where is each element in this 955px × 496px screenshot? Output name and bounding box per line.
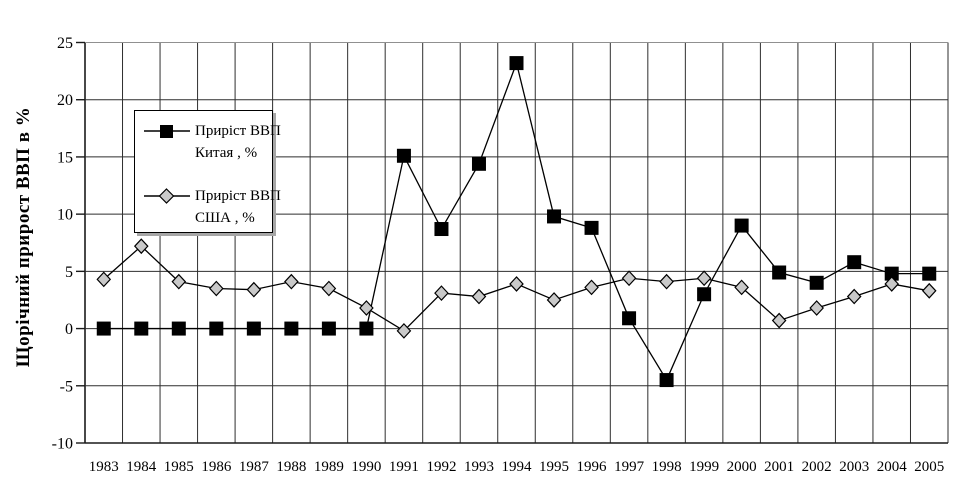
china-data-point [434,222,449,237]
x-tick-label: 1984 [126,459,157,475]
china-data-point [284,321,299,336]
usa-data-point [734,279,749,296]
x-tick-label: 2003 [839,459,869,475]
usa-data-point [209,280,224,297]
china-data-point [171,321,186,336]
y-tick-label: 20 [57,92,73,109]
x-tick-label: 1993 [464,459,494,475]
usa-series-marker-icon [144,188,190,204]
usa-data-point [546,292,562,308]
usa-data-point [846,288,862,305]
y-tick-label: 5 [65,264,73,281]
china-data-point [922,266,937,281]
usa-data-point [771,312,787,329]
x-tick-label: 2001 [764,459,794,475]
x-tick-label: 1985 [164,459,194,475]
y-tick-label: -5 [60,378,73,395]
china-data-point [772,265,787,280]
usa-data-point [171,273,187,290]
y-tick-label: 25 [57,35,73,52]
x-tick-label: 1990 [351,459,381,475]
y-tick-label: 0 [65,321,73,338]
x-tick-label: 2002 [802,459,832,475]
y-tick-label: 15 [57,149,73,166]
china-data-point [134,321,149,336]
china-data-point [584,220,599,235]
y-tick-label: 10 [57,207,73,224]
legend-label-usa-line2: США , % [195,210,255,226]
usa-data-point [921,282,937,299]
legend-label-china: Приріст ВВП Китая , % [195,120,281,164]
china-data-point [246,321,261,336]
china-data-point [396,148,411,163]
y-axis-title: Щорічний прирост ВВП в % [13,106,34,368]
china-data-point [547,209,562,224]
x-tick-label: 1999 [689,459,719,475]
usa-data-point [621,270,637,287]
china-data-point [359,321,374,336]
usa-data-point [246,281,262,298]
legend-label-china-line2: Китая , % [195,145,258,161]
china-data-point [471,156,486,171]
usa-data-point [696,270,712,287]
x-tick-label: 1997 [614,459,645,475]
usa-data-point [809,300,824,316]
legend-label-usa: Приріст ВВП США , % [195,185,281,229]
china-data-point [809,275,824,290]
usa-data-point [284,273,299,290]
legend-item-china: Приріст ВВП Китая , % [143,120,281,164]
china-series-marker-icon [144,125,190,138]
usa-data-point [133,238,149,255]
usa-data-point [471,288,487,305]
x-tick-label: 2000 [727,459,757,475]
usa-data-point [509,276,524,292]
x-tick-label: 1998 [652,459,682,475]
x-tick-label: 1994 [502,459,533,475]
x-tick-label: 1988 [276,459,306,475]
usa-data-point [359,300,374,316]
x-tick-label: 2005 [914,459,944,475]
x-tick-label: 1989 [314,459,344,475]
legend: Приріст ВВП Китая , % Приріст ВВП США , … [134,110,281,233]
usa-data-point [434,285,449,301]
usa-data-point [884,276,900,292]
china-data-point [509,56,524,71]
y-tick-label: -10 [52,436,73,453]
x-tick-label: 1991 [389,459,419,475]
china-data-point [697,287,712,302]
china-data-point [847,255,862,270]
x-tick-label: 1992 [426,459,456,475]
legend-label-usa-line1: Приріст ВВП [195,188,281,204]
china-data-point [622,311,637,326]
usa-data-point [659,273,674,290]
x-tick-label: 1987 [239,459,270,475]
usa-data-point [96,271,112,288]
china-data-point [321,321,336,336]
usa-data-point [396,322,412,339]
legend-item-usa: Приріст ВВП США , % [143,185,281,229]
x-tick-label: 1983 [89,459,119,475]
legend-label-china-line1: Приріст ВВП [195,123,281,139]
china-data-point [209,321,224,336]
usa-data-point [584,279,599,296]
china-data-point [659,373,674,388]
x-tick-label: 1995 [539,459,569,475]
usa-data-point [321,280,337,297]
x-tick-label: 1986 [201,459,232,475]
x-tick-label: 1996 [577,459,608,475]
china-data-point [734,218,749,233]
x-tick-label: 2004 [877,459,908,475]
china-data-point [96,321,111,336]
